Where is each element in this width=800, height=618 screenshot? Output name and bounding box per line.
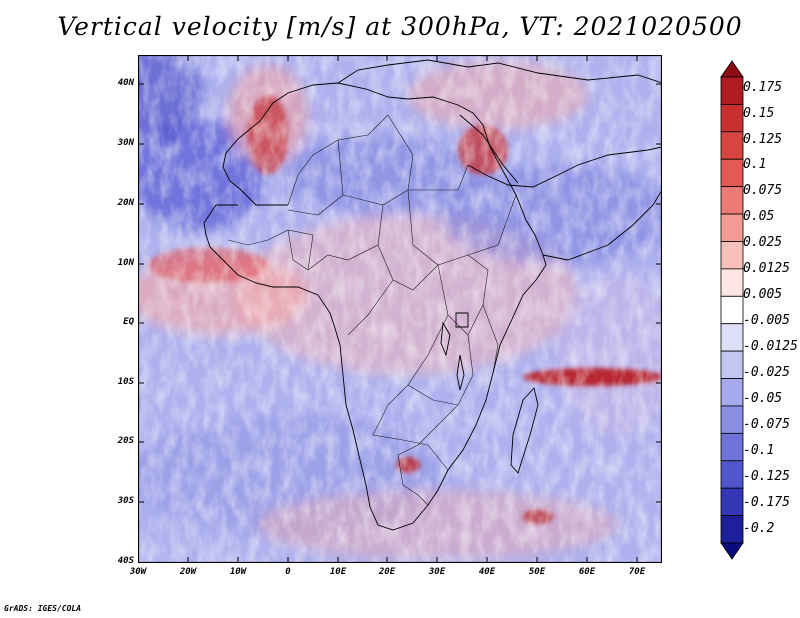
colorbar-bottom-triangle [720, 542, 744, 560]
colorbar-swatch [720, 268, 744, 297]
colorbar-label: -0.075 [743, 417, 790, 432]
colorbar-swatch [720, 378, 744, 407]
lat-label-eq: EQ [123, 317, 134, 327]
colorbar-label: -0.1 [743, 443, 775, 458]
colorbar-label: 0.0125 [743, 261, 790, 276]
colorbar-swatch [720, 213, 744, 242]
lon-label-70e: 70E [628, 567, 646, 577]
lat-label-30n: 30N [117, 138, 134, 148]
colorbar-swatch [720, 158, 744, 188]
lakes [440, 312, 469, 391]
colorbar-swatch [720, 186, 744, 215]
colorbar-swatch [720, 104, 744, 133]
colorbar-swatch [720, 323, 744, 352]
colorbar-swatch [720, 515, 744, 544]
map-border [138, 55, 662, 563]
colorbar-label: -0.125 [743, 469, 790, 484]
colorbar-label: 0.1 [743, 157, 767, 172]
colorbar-label: 0.15 [743, 106, 775, 121]
colorbar-label: 0.005 [743, 287, 783, 302]
colorbar-label: -0.175 [743, 495, 790, 510]
velocity-field-map [138, 55, 662, 563]
lon-label-30w: 30W [129, 567, 147, 577]
colorbar-swatch [720, 460, 744, 489]
colorbar-top-triangle [720, 60, 744, 78]
colorbar-swatch [720, 487, 744, 516]
colorbar-swatch [720, 350, 744, 379]
lon-label-60e: 60E [578, 567, 596, 577]
colorbar-label: 0.125 [743, 132, 783, 147]
lon-label-40e: 40E [478, 567, 496, 577]
lon-label-10w: 10W [229, 567, 247, 577]
colorbar-label: 0.05 [743, 209, 775, 224]
colorbar-label: -0.05 [743, 391, 783, 406]
colorbar-label: 0.175 [743, 80, 783, 95]
colorbar-swatch [720, 76, 744, 105]
lon-label-10e: 10E [329, 567, 347, 577]
colorbar-swatch [720, 295, 744, 325]
lat-label-40n: 40N [117, 78, 134, 88]
lat-label-20n: 20N [117, 198, 134, 208]
map-plot-area [138, 55, 662, 563]
colorbar-label: -0.005 [743, 313, 790, 328]
lon-label-20e: 20E [378, 567, 396, 577]
colorbar-swatch [720, 405, 744, 434]
lat-label-10n: 10N [117, 258, 134, 268]
coastline [203, 59, 662, 531]
lat-label-30s: 30S [117, 496, 134, 506]
colorbar-label: -0.2 [743, 521, 775, 536]
footer-credit: GrADS: IGES/COLA [4, 604, 82, 613]
lat-label-10s: 10S [117, 377, 134, 387]
colorbar-label: 0.025 [743, 235, 783, 250]
lon-label-0: 0 [285, 567, 291, 577]
lat-label-40s: 40S [117, 556, 134, 566]
colorbar-label: -0.025 [743, 365, 790, 380]
lon-label-20w: 20W [179, 567, 197, 577]
colorbar-label: -0.0125 [743, 339, 798, 354]
colorbar-label: 0.075 [743, 183, 783, 198]
colorbar-swatch [720, 432, 744, 462]
lat-label-20s: 20S [117, 436, 134, 446]
lon-label-50e: 50E [528, 567, 546, 577]
lon-label-30e: 30E [428, 567, 446, 577]
colorbar [720, 60, 744, 560]
country-borders [227, 114, 517, 506]
colorbar-swatch [720, 131, 744, 160]
colorbar-swatch [720, 241, 744, 270]
plot-title: Vertical velocity [m/s] at 300hPa, VT: 2… [57, 12, 743, 41]
